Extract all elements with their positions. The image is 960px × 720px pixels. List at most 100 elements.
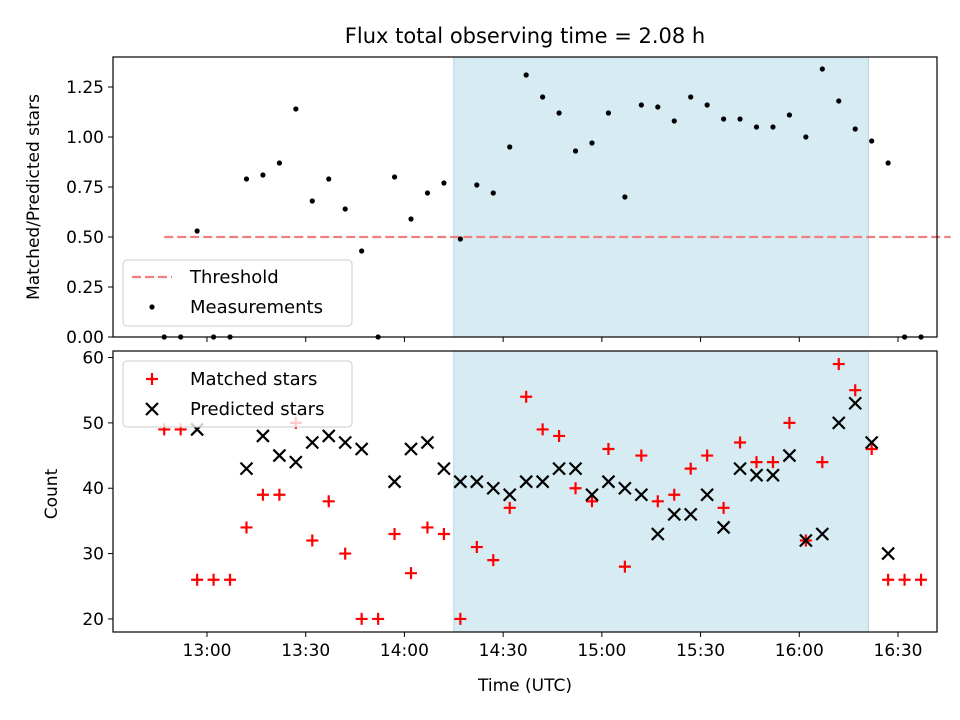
predicted-point [519,474,533,489]
measurement-point [507,144,513,150]
top-panel-frame [112,56,938,338]
bottom-ytick-label: 50 [82,414,104,434]
matched-point [651,495,664,508]
predicted-point [651,527,665,541]
measurement-point [457,236,463,242]
matched-point [191,573,204,586]
top-ytick-label: 0.25 [66,278,104,298]
xtick-label: 15:30 [676,641,725,661]
measurement-point [572,148,579,154]
predicted-point [831,416,846,430]
matched-point [832,358,845,371]
matched-point [339,547,352,560]
predicted-point [552,461,566,476]
matched-point [668,488,681,501]
matched-point [915,573,928,586]
xtick-label: 14:00 [380,641,429,661]
measurement-point [194,228,200,234]
predicted-point [404,442,418,456]
top-ytick-label: 0.75 [66,178,104,198]
measurement-point [655,104,661,110]
matched-point [684,462,697,475]
predicted-point [700,487,714,502]
measurement-point [342,206,348,212]
matched-point [437,527,450,540]
matched-point [717,501,730,514]
matched-point [898,573,911,586]
matched-point [470,541,483,554]
matched-point [503,501,516,514]
predicted-point [864,435,879,450]
predicted-point [601,474,616,489]
predicted-point [667,507,682,522]
predicted-point [535,474,550,489]
measurement-point [622,194,628,200]
predicted-point [716,520,731,535]
xtick-label: 14:30 [479,641,528,661]
matched-point [766,456,779,469]
measurement-point [704,102,710,108]
xtick-label: 15:00 [577,641,626,661]
predicted-point [881,546,895,561]
measurement-point [556,110,562,116]
measurement-point [424,190,431,196]
matched-point [355,612,368,625]
matched-point [224,573,237,586]
legend-matched-swatch [146,373,158,385]
measurement-point [408,216,414,222]
matched-point [750,456,763,469]
predicted-point [683,507,698,522]
top-ytick-label: 0.00 [66,328,104,348]
predicted-point [733,461,747,476]
predicted-point [256,429,270,443]
matched-point [240,521,253,534]
x-axis-label: Time (UTC) [477,676,572,696]
matched-point [701,449,714,462]
predicted-point [239,461,254,476]
measurement-point [309,198,315,204]
measurement-point [243,176,250,182]
measurement-point [721,116,727,122]
top-ylabel: Matched/Predicted stars [24,94,44,300]
matched-point [553,429,566,442]
matched-point [520,390,533,403]
predicted-point [486,481,501,496]
top-legend [122,259,353,327]
measurement-point [836,98,842,104]
measurement-point [869,138,875,144]
bottom-ytick-label: 30 [82,545,104,565]
predicted-point [453,474,468,489]
measurement-point [359,248,365,254]
matched-point [405,567,418,580]
bottom-ytick-label: 20 [82,610,104,630]
matched-point [783,416,796,429]
predicted-point [272,448,287,463]
legend-measurement-swatch [149,304,155,310]
top-shaded-span [453,57,869,337]
measurement-point [671,118,677,124]
matched-point [536,423,549,436]
legend-predicted-label: Predicted stars [190,399,324,420]
predicted-point [321,429,336,443]
predicted-point [766,468,780,482]
matched-point [322,495,335,508]
matched-point [734,436,747,449]
measurement-point [293,106,299,112]
measurement-point [737,116,743,122]
xtick-label: 16:30 [874,641,923,661]
measurement-point [688,94,694,100]
predicted-point [470,474,484,489]
chart-title: Flux total observing time = 2.08 h [345,24,705,48]
measurement-point [803,134,809,140]
bottom-ytick-label: 60 [82,349,104,369]
matched-point [454,612,467,625]
predicted-point [387,474,402,489]
predicted-point [634,487,649,502]
matched-point [421,521,434,534]
predicted-point [568,461,583,476]
xtick-label: 13:00 [183,641,232,661]
matched-point [849,384,862,397]
measurement-point [770,124,776,130]
predicted-point [799,533,813,548]
